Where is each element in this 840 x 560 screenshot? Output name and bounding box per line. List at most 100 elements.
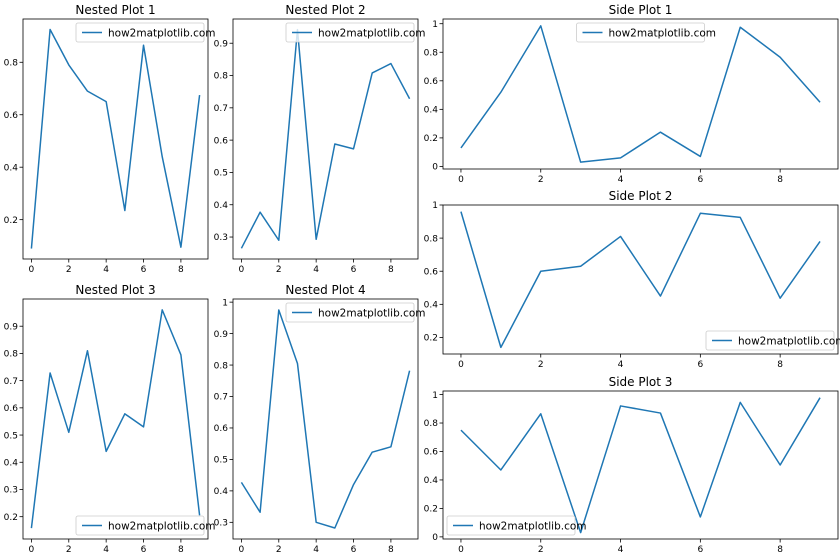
- legend: how2matplotlib.com: [705, 330, 840, 351]
- y-tick-label: 0.6: [214, 136, 229, 146]
- x-tick-label: 4: [618, 175, 624, 185]
- x-tick-label: 2: [538, 175, 544, 185]
- x-tick-label: 4: [618, 545, 624, 555]
- subplot-5: Nested Plot 4 0 2 4 6 8 0.3 0.4 0.5 0.6 0.7 0.8 0.9 1…: [214, 283, 426, 555]
- y-tick-label: 0.8: [214, 72, 229, 82]
- x-tick-label: 8: [777, 175, 783, 185]
- legend-label: how2matplotlib.com: [108, 28, 216, 40]
- y-tick-label: 0.4: [214, 487, 229, 497]
- y-tick-label: 0.6: [424, 77, 439, 87]
- y-tick-label: 0.9: [214, 39, 229, 49]
- x-tick-label: 4: [313, 265, 319, 275]
- legend: how2matplotlib.com: [75, 515, 216, 536]
- legend-box: [75, 22, 205, 43]
- x-tick-label: 2: [66, 545, 72, 555]
- x-tick-label: 8: [178, 265, 184, 275]
- y-tick-label: 0: [432, 533, 438, 543]
- subplot-title: Side Plot 2: [609, 189, 673, 203]
- y-tick-label: 0.8: [424, 419, 439, 429]
- series-line: [460, 397, 821, 534]
- y-tick-label: 0.4: [424, 476, 439, 486]
- x-tick-label: 0: [458, 175, 464, 185]
- subplot-title: Side Plot 1: [609, 3, 673, 17]
- x-tick-label: 4: [103, 545, 109, 555]
- y-tick-label: 0.2: [424, 134, 438, 144]
- y-tick-label: 0.6: [214, 424, 229, 434]
- y-tick-label: 0.8: [424, 48, 439, 58]
- subplot-title: Nested Plot 4: [285, 283, 365, 297]
- y-tick-label: 0.3: [214, 519, 228, 529]
- x-tick-label: 4: [103, 265, 109, 275]
- axes-frame: [442, 204, 839, 355]
- subplot-title: Nested Plot 3: [75, 283, 155, 297]
- legend: how2matplotlib.com: [285, 22, 426, 43]
- x-tick-label: 8: [777, 545, 783, 555]
- x-tick-label: 8: [777, 360, 783, 370]
- y-tick-label: 0.3: [4, 486, 18, 496]
- y-tick-label: 0: [432, 163, 438, 173]
- x-tick-label: 6: [141, 265, 147, 275]
- x-tick-label: 2: [276, 265, 282, 275]
- subplot-title: Side Plot 3: [609, 375, 673, 389]
- axes-frame: [232, 298, 419, 540]
- y-tick-label: 0.6: [4, 404, 19, 414]
- x-tick-label: 6: [697, 175, 703, 185]
- x-tick-label: 6: [697, 360, 703, 370]
- y-tick-label: 0.2: [4, 513, 18, 523]
- y-tick-label: 0.6: [424, 448, 439, 458]
- legend: how2matplotlib.com: [75, 22, 216, 43]
- series-line: [240, 309, 411, 529]
- y-tick-label: 0.5: [214, 169, 228, 179]
- x-tick-label: 0: [458, 360, 464, 370]
- y-tick-label: 0.9: [4, 322, 19, 332]
- y-tick-label: 0.8: [4, 58, 19, 68]
- y-tick-label: 0.8: [4, 350, 19, 360]
- y-tick-label: 0.4: [424, 301, 439, 311]
- axes-frame: [22, 18, 209, 260]
- series-line: [240, 28, 411, 249]
- y-tick-label: 0.5: [4, 431, 18, 441]
- x-tick-label: 0: [239, 265, 245, 275]
- y-tick-label: 0.4: [424, 106, 439, 116]
- y-tick-label: 0.6: [4, 111, 19, 121]
- legend-box: [285, 22, 415, 43]
- legend-box: [705, 330, 835, 351]
- y-tick-label: 1: [432, 391, 438, 401]
- x-tick-label: 6: [141, 545, 147, 555]
- x-tick-label: 8: [388, 265, 394, 275]
- axes-frame: [22, 298, 209, 540]
- subplot-6: Side Plot 2 0 2 4 6 8 0.2 0.4 0.6 0.8 1 how2matplot…: [424, 189, 840, 370]
- x-tick-label: 6: [351, 545, 357, 555]
- subplot-title: Nested Plot 1: [75, 3, 155, 17]
- y-tick-label: 0.6: [424, 267, 439, 277]
- subplot-4: Nested Plot 3 0 2 4 6 8 0.2 0.3 0.4 0.5 0.6 0.7 0.8 0…: [4, 283, 216, 555]
- axes-frame: [442, 390, 839, 540]
- legend-box: [446, 515, 576, 536]
- y-tick-label: 0.9: [214, 330, 229, 340]
- axes-frame: [232, 18, 419, 260]
- x-tick-label: 2: [538, 545, 544, 555]
- y-tick-label: 0.4: [214, 201, 229, 211]
- x-tick-label: 2: [276, 545, 282, 555]
- x-tick-label: 2: [66, 265, 72, 275]
- y-tick-label: 0.2: [424, 334, 438, 344]
- y-tick-label: 0.5: [214, 456, 228, 466]
- y-tick-label: 0.8: [214, 361, 229, 371]
- y-tick-label: 1: [222, 298, 228, 308]
- axes-frame: [442, 18, 839, 170]
- series-line: [460, 25, 821, 163]
- subplot-3: Side Plot 1 0 2 4 6 8 0 0.2 0.4 0.6 0.8 1 how2matplo…: [424, 3, 839, 185]
- x-tick-label: 0: [29, 265, 35, 275]
- y-tick-label: 0.2: [4, 216, 18, 226]
- x-tick-label: 0: [458, 545, 464, 555]
- subplot-7: Side Plot 3 0 2 4 6 8 0 0.2 0.4 0.6 0.8 1 how2matplo…: [424, 375, 839, 555]
- y-tick-label: 0.7: [4, 377, 18, 387]
- subplot-2: Nested Plot 2 0 2 4 6 8 0.3 0.4 0.5 0.6 0.7 0.8 0.9 h…: [214, 3, 426, 275]
- subplot-1: Nested Plot 1 0 2 4 6 8 0.2 0.4 0.6 0.8 how2matplo…: [4, 3, 216, 275]
- x-tick-label: 0: [239, 545, 245, 555]
- legend-box: [75, 515, 205, 536]
- x-tick-label: 8: [178, 545, 184, 555]
- legend-box: [576, 22, 705, 43]
- series-line: [30, 28, 201, 249]
